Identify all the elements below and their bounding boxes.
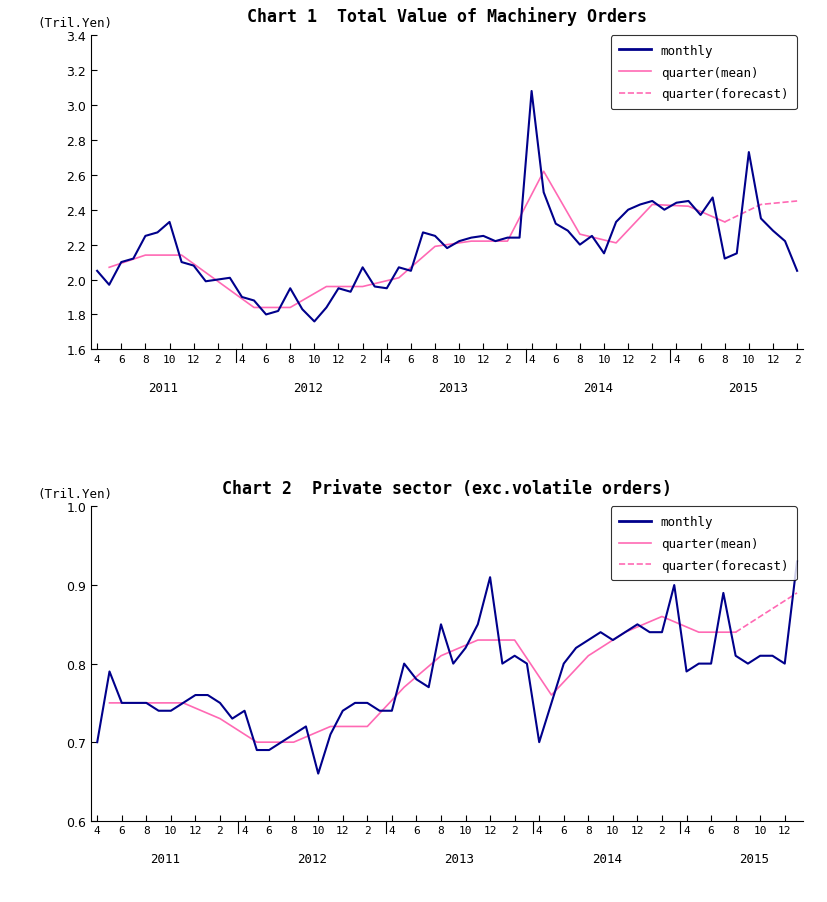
- Text: 2015: 2015: [739, 852, 768, 865]
- Text: 2014: 2014: [591, 852, 621, 865]
- Text: (Tril.Yen): (Tril.Yen): [38, 488, 112, 501]
- Legend: monthly, quarter(mean), quarter(forecast): monthly, quarter(mean), quarter(forecast…: [610, 36, 796, 110]
- Text: 2011: 2011: [150, 852, 179, 865]
- Text: (Tril.Yen): (Tril.Yen): [38, 17, 112, 30]
- Title: Chart 2  Private sector (exc.volatile orders): Chart 2 Private sector (exc.volatile ord…: [222, 479, 672, 497]
- Text: 2012: 2012: [293, 382, 323, 394]
- Title: Chart 1  Total Value of Machinery Orders: Chart 1 Total Value of Machinery Orders: [246, 7, 647, 26]
- Text: 2014: 2014: [582, 382, 612, 394]
- Legend: monthly, quarter(mean), quarter(forecast): monthly, quarter(mean), quarter(forecast…: [610, 507, 796, 581]
- Text: 2013: 2013: [444, 852, 474, 865]
- Text: 2011: 2011: [148, 382, 179, 394]
- Text: 2015: 2015: [727, 382, 757, 394]
- Text: 2013: 2013: [437, 382, 467, 394]
- Text: 2012: 2012: [297, 852, 327, 865]
